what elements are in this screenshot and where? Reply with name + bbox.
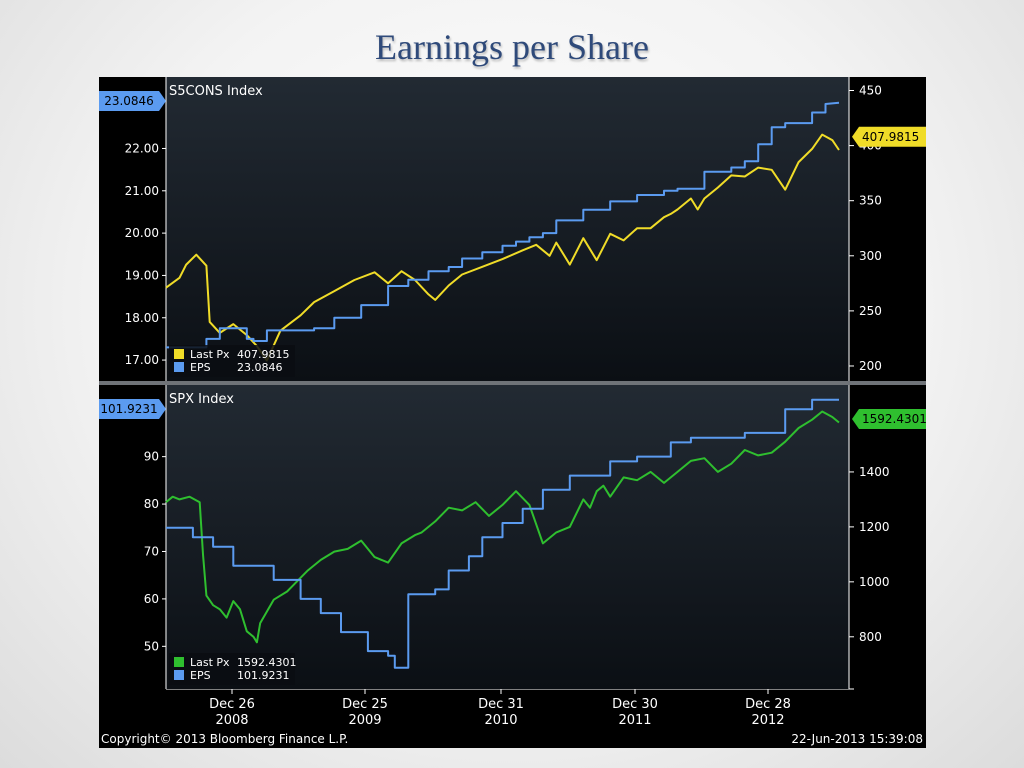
legend-label: Last Px bbox=[190, 656, 230, 669]
x-tick-label: Dec 30 bbox=[612, 697, 658, 712]
x-tick-year: 2012 bbox=[751, 713, 784, 728]
right-value-label: 407.9815 bbox=[862, 130, 919, 144]
left-tick-label: 90 bbox=[144, 450, 159, 464]
legend-value: 1592.4301 bbox=[237, 656, 297, 669]
legend-value: 23.0846 bbox=[237, 361, 283, 374]
right-tick-label: 1400 bbox=[859, 465, 890, 479]
x-tick-label: Dec 26 bbox=[209, 697, 255, 712]
right-tick-label: 1000 bbox=[859, 575, 890, 589]
chart-panel-1: 5060708090100800100012001400SPX Index101… bbox=[99, 385, 926, 689]
chart-title: SPX Index bbox=[169, 392, 234, 407]
right-value-badge bbox=[852, 409, 926, 430]
right-tick-label: 200 bbox=[859, 359, 882, 373]
left-tick-label: 50 bbox=[144, 639, 159, 653]
legend-swatch bbox=[174, 670, 184, 680]
x-tick-label: Dec 25 bbox=[342, 697, 388, 712]
left-tick-label: 60 bbox=[144, 592, 159, 606]
right-tick-label: 800 bbox=[859, 630, 882, 644]
right-value-label: 1592.4301 bbox=[862, 412, 926, 426]
left-value-label: 23.0846 bbox=[104, 94, 154, 108]
x-tick-year: 2010 bbox=[484, 713, 517, 728]
chart-canvas: 17.00 18.00 19.00 20.00 21.00 22.00 200 250 300 3… bbox=[99, 77, 926, 728]
right-tick-label: 450 bbox=[859, 84, 882, 98]
legend-label: Last Px bbox=[190, 348, 230, 361]
left-value-badge bbox=[99, 399, 166, 419]
legend-label: EPS bbox=[190, 669, 211, 682]
right-value-badge bbox=[852, 126, 926, 147]
right-tick-label: 1200 bbox=[859, 520, 890, 534]
series-line-eps bbox=[166, 101, 840, 349]
right-tick-label: 300 bbox=[859, 249, 882, 263]
x-tick-year: 2008 bbox=[215, 713, 248, 728]
plot-background bbox=[166, 77, 849, 381]
slide-title: Earnings per Share bbox=[375, 27, 649, 67]
timestamp-text: 22-Jun-2013 15:39:08 bbox=[791, 732, 923, 746]
right-tick-label: 250 bbox=[859, 304, 882, 318]
plot-background bbox=[166, 385, 849, 689]
series-line-eps bbox=[166, 398, 839, 669]
copyright-text: Copyright© 2013 Bloomberg Finance L.P. bbox=[101, 732, 349, 746]
left-tick-label: 70 bbox=[144, 544, 159, 558]
series-line-last-px bbox=[165, 133, 840, 362]
left-tick-label: 19.00 bbox=[125, 268, 159, 282]
left-tick-label: 21.00 bbox=[125, 184, 159, 198]
chart-panel-0: 17.00 18.00 19.00 20.00 21.00 22.00 200 250 300 3… bbox=[99, 77, 926, 381]
legend-box bbox=[169, 653, 295, 685]
legend-value: 407.9815 bbox=[237, 348, 290, 361]
x-tick-year: 2011 bbox=[618, 713, 651, 728]
legend-swatch bbox=[174, 657, 184, 667]
left-tick-label: 17.00 bbox=[125, 353, 159, 367]
left-tick-label: 22.00 bbox=[125, 141, 159, 155]
left-value-label: 101.9231 bbox=[100, 402, 157, 416]
legend-value: 101.9231 bbox=[237, 669, 290, 682]
left-value-badge bbox=[99, 91, 166, 111]
legend-swatch bbox=[174, 349, 184, 359]
left-tick-label: 20.00 bbox=[125, 226, 159, 240]
left-tick-label: 80 bbox=[144, 497, 159, 511]
x-tick-year: 2009 bbox=[348, 713, 381, 728]
right-tick-label: 350 bbox=[859, 194, 882, 208]
bloomberg-chart-panel: 17.00 18.00 19.00 20.00 21.00 22.00 200 250 300 3… bbox=[99, 77, 926, 748]
legend-box bbox=[169, 345, 295, 377]
left-tick-label: 18.00 bbox=[125, 311, 159, 325]
series-line-last-px bbox=[165, 410, 840, 644]
legend-label: EPS bbox=[190, 361, 211, 374]
x-tick-label: Dec 28 bbox=[745, 697, 791, 712]
legend-swatch bbox=[174, 362, 184, 372]
chart-title: S5CONS Index bbox=[169, 84, 263, 99]
panel-separator bbox=[99, 381, 926, 385]
x-tick-label: Dec 31 bbox=[478, 697, 524, 712]
